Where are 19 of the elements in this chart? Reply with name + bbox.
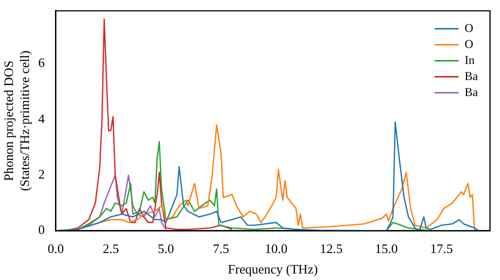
legend-label: Ba — [464, 68, 479, 83]
y-tick-label: 2 — [38, 166, 45, 182]
x-tick-label: 17.5 — [430, 241, 453, 256]
y-axis-title: Phonon projected DOS (States/THz·primitive cell) — [1, 50, 32, 192]
legend-label: O — [464, 36, 474, 51]
legend-label: Ba — [464, 84, 479, 99]
y-tick-label: 4 — [38, 110, 46, 126]
x-tick-label: 5.0 — [158, 241, 174, 256]
y-tick-label: 0 — [38, 222, 45, 238]
x-tick-label: 2.5 — [102, 241, 119, 256]
x-axis-title: Frequency (THz) — [228, 262, 318, 277]
x-tick-label: 15.0 — [375, 241, 398, 256]
x-tick-label: 12.5 — [320, 241, 343, 256]
legend-label: O — [464, 20, 474, 35]
x-tick-label: 7.5 — [212, 241, 230, 256]
x-tick-label: 10.0 — [264, 241, 288, 256]
x-tick-label: 0.0 — [48, 241, 64, 256]
legend-label: In — [464, 52, 475, 67]
y-tick-label: 6 — [38, 55, 46, 70]
